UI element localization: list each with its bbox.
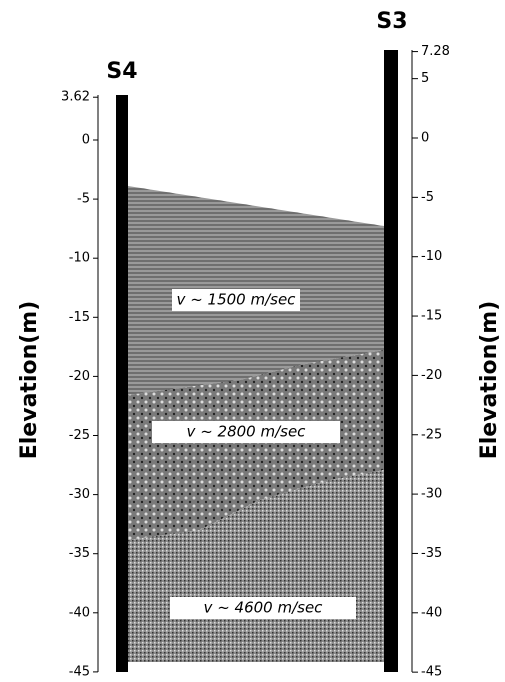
tick-label: -30: [421, 487, 442, 502]
axis-title: Elevation(m): [17, 301, 42, 460]
tick-label: -5: [77, 192, 90, 207]
tick-label: -20: [69, 369, 90, 384]
borehole-s4: [116, 95, 128, 672]
tick-label: -40: [421, 605, 442, 620]
label-box: [152, 421, 340, 443]
tick-label: 3.62: [61, 90, 90, 105]
borehole-label: S4: [106, 59, 137, 84]
tick-label: -15: [69, 310, 90, 325]
tick-label: -35: [69, 546, 90, 561]
tick-label: -45: [421, 665, 442, 680]
label-box: [170, 597, 356, 619]
tick-label: -25: [69, 428, 90, 443]
borehole-label: S3: [376, 9, 407, 34]
velocity-label: v ~ 2800 m/sec: [187, 423, 307, 441]
tick-label: -45: [69, 664, 90, 679]
tick-label: 0: [82, 133, 90, 148]
layer-2: [128, 350, 384, 540]
tick-label: -10: [69, 251, 90, 266]
tick-label: -30: [69, 487, 90, 502]
tick-label: 5: [421, 71, 429, 86]
velocity-label: v ~ 4600 m/sec: [204, 599, 324, 617]
tick-label: -10: [421, 249, 442, 264]
tick-label: 0: [421, 131, 429, 146]
tick-label: -25: [421, 427, 442, 442]
label-box: [172, 289, 300, 311]
velocity-label: v ~ 1500 m/sec: [177, 291, 297, 309]
tick-label: -40: [69, 605, 90, 620]
borehole-s3: [384, 50, 398, 672]
axis-title: Elevation(m): [477, 301, 502, 460]
tick-label: 7.28: [421, 44, 450, 59]
tick-label: -5: [421, 190, 434, 205]
tick-label: -35: [421, 546, 442, 561]
tick-label: -15: [421, 309, 442, 324]
tick-label: -20: [421, 368, 442, 383]
